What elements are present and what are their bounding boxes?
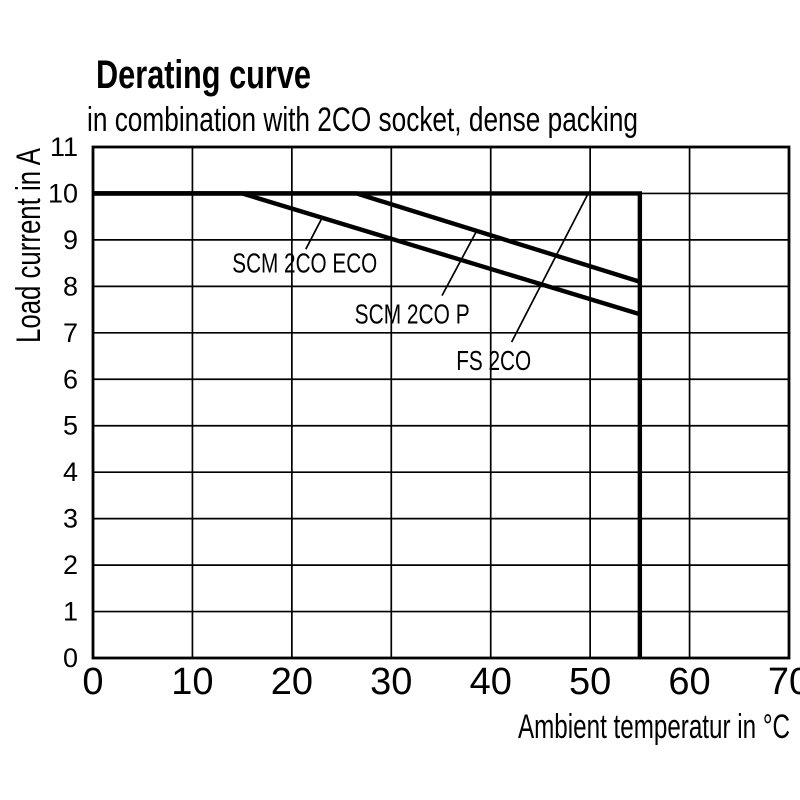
y-tick-label-11: 11 [50,132,78,162]
leader-line-scm-2co-eco [305,216,324,250]
curve-label-fs-2co: FS 2CO [456,345,531,376]
leader-line-scm-2co-p [441,230,478,297]
plot-border [91,145,791,660]
curve-label-scm-2co-eco: SCM 2CO ECO [232,247,377,278]
curve-scm-2co-eco [93,191,641,317]
y-tick-label-3: 3 [63,504,78,534]
x-tick-label-50: 50 [569,661,611,703]
y-tick-label-0: 0 [63,643,78,673]
x-tick-label-10: 10 [171,661,213,703]
y-tick-label-2: 2 [63,550,78,580]
y-tick-label-9: 9 [63,225,78,255]
y-tick-label-10: 10 [48,178,78,208]
chart-subtitle: in combination with 2CO socket, dense pa… [87,101,638,139]
x-tick-label-30: 30 [370,661,412,703]
y-axis-label: Load current in A [10,148,48,343]
y-tick-label-5: 5 [63,411,78,441]
y-tick-label-4: 4 [63,457,78,487]
leader-line-fs-2co [510,193,589,343]
y-tick-label-1: 1 [63,597,78,627]
x-tick-label-60: 60 [668,661,710,703]
x-tick-label-20: 20 [271,661,313,703]
curve-label-scm-2co-p: SCM 2CO P [355,299,470,330]
x-axis-label: Ambient temperatur in °C [518,708,790,746]
x-tick-label-0: 0 [82,661,103,703]
chart-title: Derating curve [96,53,311,97]
y-tick-label-6: 6 [63,364,78,394]
y-tick-label-7: 7 [63,318,78,348]
x-tick-label-40: 40 [470,661,512,703]
y-tick-label-8: 8 [63,271,78,301]
x-tick-label-70: 70 [768,661,800,703]
plot-area: 0 10 20 30 40 50 60 70 0 1 2 3 4 5 6 7 8 9 10 11 SCM 2CO ECO… [48,132,800,703]
